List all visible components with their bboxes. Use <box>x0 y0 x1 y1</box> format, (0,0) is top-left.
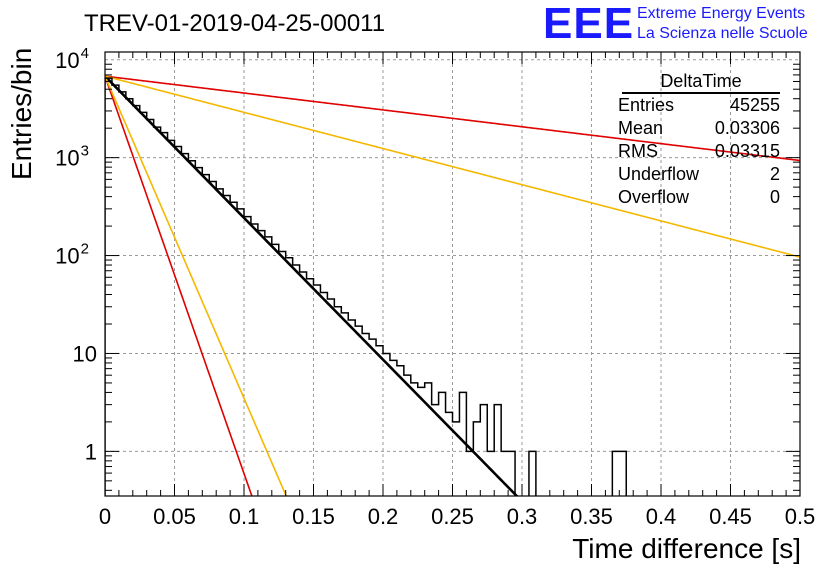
x-axis-label: Time difference [s] <box>572 533 801 564</box>
x-tick-label: 0.2 <box>368 504 399 529</box>
stats-label: Entries <box>618 95 675 115</box>
stats-label: Underflow <box>618 164 700 184</box>
y-tick-label: 1 <box>85 439 97 464</box>
x-tick-label: 0.25 <box>431 504 474 529</box>
x-tick-label: 0.4 <box>646 504 677 529</box>
x-tick-label: 0.35 <box>570 504 613 529</box>
x-tick-label: 0.3 <box>507 504 538 529</box>
histogram-steps <box>105 77 627 496</box>
exponential-curve <box>105 75 253 496</box>
x-tick-label: 0.15 <box>292 504 335 529</box>
stats-box: DeltaTime Entries 45255 Mean 0.03306 RMS… <box>612 70 780 209</box>
stats-label: RMS <box>618 141 658 161</box>
exponential-curve <box>105 75 288 496</box>
y-tick-label: 102 <box>55 241 89 269</box>
chart-title: TREV-01-2019-04-25-00011 <box>84 10 386 37</box>
stats-row: Entries 45255 <box>612 94 780 117</box>
stats-label: Overflow <box>618 187 690 207</box>
x-tick-label: 0 <box>99 504 111 529</box>
stats-value: 0.03315 <box>714 141 780 161</box>
y-tick-label: 103 <box>55 143 89 171</box>
stats-row: Underflow 2 <box>612 163 780 186</box>
stats-row: Overflow 0 <box>612 186 780 209</box>
y-axis-label: Entries/bin <box>6 47 37 180</box>
stats-value: 0 <box>769 187 780 207</box>
stats-value: 45255 <box>729 95 780 115</box>
stats-value: 2 <box>769 164 780 184</box>
y-tick-label: 10 <box>73 341 97 366</box>
logo-caption-line2: La Scienza nelle Scuole <box>637 25 808 42</box>
stats-row: RMS 0.03315 <box>612 140 780 163</box>
y-tick-label: 104 <box>55 45 89 73</box>
stats-value: 0.03306 <box>714 118 780 138</box>
stats-label: Mean <box>618 118 664 138</box>
x-tick-label: 0.05 <box>153 504 196 529</box>
stats-title: DeltaTime <box>622 70 780 94</box>
exponential-curve <box>105 75 800 162</box>
exponential-curve <box>105 75 800 258</box>
logo-caption-line1: Extreme Energy Events <box>637 5 806 22</box>
eee-logo: EEE <box>543 0 635 48</box>
x-tick-label: 0.45 <box>709 504 752 529</box>
x-tick-label: 0.1 <box>229 504 260 529</box>
stats-row: Mean 0.03306 <box>612 117 780 140</box>
x-tick-label: 0.5 <box>785 504 816 529</box>
